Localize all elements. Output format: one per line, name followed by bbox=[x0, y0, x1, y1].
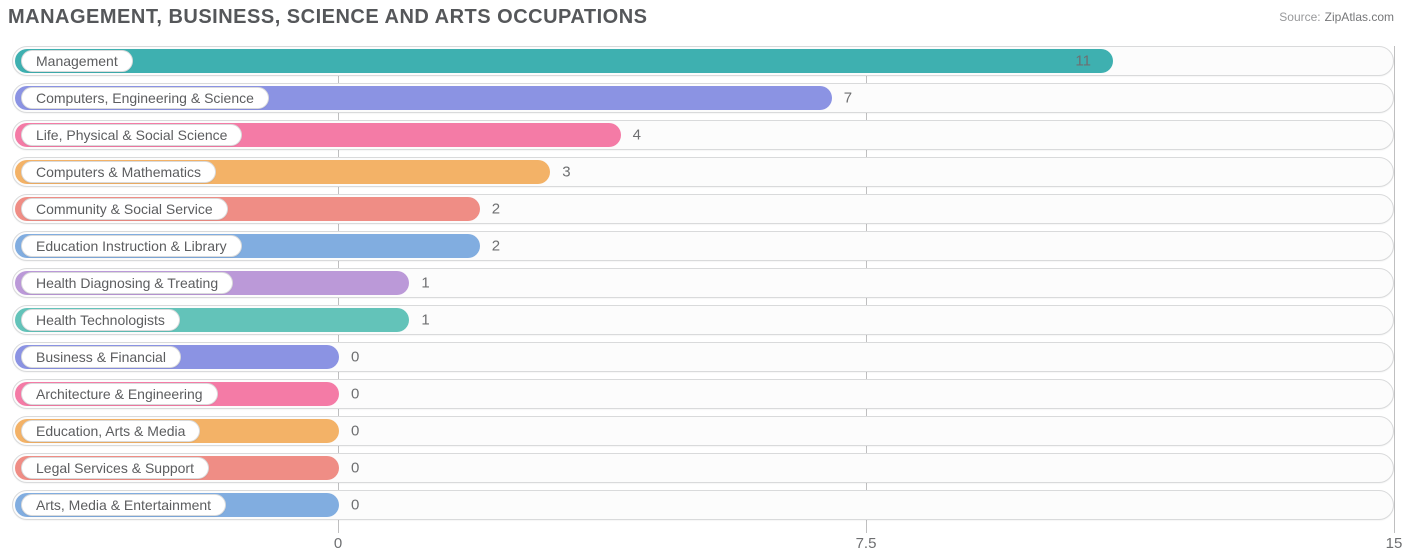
bar-row-inner: Education Instruction & Library 2 bbox=[15, 234, 1391, 258]
x-axis-labels: 07.515 bbox=[12, 535, 1394, 555]
bar-row: Arts, Media & Entertainment 0 bbox=[12, 490, 1394, 520]
bar-value-label: 0 bbox=[351, 349, 359, 366]
bar-value-label: 1 bbox=[421, 312, 429, 329]
bar-row-inner: Education, Arts & Media 0 bbox=[15, 419, 1391, 443]
bar-category-pill: Life, Physical & Social Science bbox=[21, 124, 242, 146]
bar-category-pill: Health Diagnosing & Treating bbox=[21, 272, 233, 294]
bar-row-inner: Community & Social Service 2 bbox=[15, 197, 1391, 221]
source-label: Source: bbox=[1279, 10, 1320, 24]
bar-row: Legal Services & Support 0 bbox=[12, 453, 1394, 483]
bar-value-label: 2 bbox=[492, 201, 500, 218]
bar-value-label: 0 bbox=[351, 386, 359, 403]
x-tick-label: 15 bbox=[1386, 535, 1403, 552]
chart-header: MANAGEMENT, BUSINESS, SCIENCE AND ARTS O… bbox=[0, 0, 1406, 34]
gridline bbox=[1394, 46, 1395, 533]
bar-row-inner: Arts, Media & Entertainment 0 bbox=[15, 493, 1391, 517]
chart-source: Source: ZipAtlas.com bbox=[1279, 10, 1394, 24]
bar-row-inner: Architecture & Engineering 0 bbox=[15, 382, 1391, 406]
bar-row-inner: Legal Services & Support 0 bbox=[15, 456, 1391, 480]
bar-category-pill: Health Technologists bbox=[21, 309, 180, 331]
bar-row: Community & Social Service 2 bbox=[12, 194, 1394, 224]
bar-row-inner: Health Diagnosing & Treating 1 bbox=[15, 271, 1391, 295]
bar-category-pill: Computers, Engineering & Science bbox=[21, 87, 269, 109]
chart-title: MANAGEMENT, BUSINESS, SCIENCE AND ARTS O… bbox=[8, 6, 647, 29]
bar-row-inner: Computers, Engineering & Science 7 bbox=[15, 86, 1391, 110]
bar-row: Architecture & Engineering 0 bbox=[12, 379, 1394, 409]
bar-category-pill: Architecture & Engineering bbox=[21, 383, 218, 405]
bar-row-inner: Computers & Mathematics 3 bbox=[15, 160, 1391, 184]
bar-category-pill: Management bbox=[21, 50, 133, 72]
bar-row-inner: Life, Physical & Social Science 4 bbox=[15, 123, 1391, 147]
bar-value-label: 11 bbox=[1075, 53, 1091, 70]
bar-row: Life, Physical & Social Science 4 bbox=[12, 120, 1394, 150]
bar-row: Health Technologists 1 bbox=[12, 305, 1394, 335]
bar-category-pill: Computers & Mathematics bbox=[21, 161, 216, 183]
bar-value-label: 2 bbox=[492, 238, 500, 255]
bar-value-label: 7 bbox=[844, 90, 852, 107]
bar-category-pill: Community & Social Service bbox=[21, 198, 228, 220]
bar-row: Education Instruction & Library 2 bbox=[12, 231, 1394, 261]
bar-value-label: 0 bbox=[351, 423, 359, 440]
bar-value-label: 1 bbox=[421, 275, 429, 292]
bar-row-inner: Business & Financial 0 bbox=[15, 345, 1391, 369]
x-tick-label: 7.5 bbox=[856, 535, 877, 552]
bar-fill bbox=[15, 49, 1113, 73]
bar-category-pill: Business & Financial bbox=[21, 346, 181, 368]
bar-row: Business & Financial 0 bbox=[12, 342, 1394, 372]
bar-value-label: 3 bbox=[562, 164, 570, 181]
bar-row: Health Diagnosing & Treating 1 bbox=[12, 268, 1394, 298]
bar-row: Computers & Mathematics 3 bbox=[12, 157, 1394, 187]
bar-category-pill: Education Instruction & Library bbox=[21, 235, 242, 257]
bar-category-pill: Arts, Media & Entertainment bbox=[21, 494, 226, 516]
bar-row-inner: Management 11 bbox=[15, 49, 1391, 73]
bar-row: Management 11 bbox=[12, 46, 1394, 76]
bar-value-label: 0 bbox=[351, 460, 359, 477]
bar-category-pill: Legal Services & Support bbox=[21, 457, 209, 479]
bar-value-label: 0 bbox=[351, 497, 359, 514]
bar-row-inner: Health Technologists 1 bbox=[15, 308, 1391, 332]
bar-row: Education, Arts & Media 0 bbox=[12, 416, 1394, 446]
bar-row: Computers, Engineering & Science 7 bbox=[12, 83, 1394, 113]
x-tick-label: 0 bbox=[334, 535, 342, 552]
bar-value-label: 4 bbox=[633, 127, 641, 144]
source-value: ZipAtlas.com bbox=[1325, 10, 1394, 24]
bar-category-pill: Education, Arts & Media bbox=[21, 420, 200, 442]
chart-plot-area: Management11Computers, Engineering & Sci… bbox=[12, 46, 1394, 533]
